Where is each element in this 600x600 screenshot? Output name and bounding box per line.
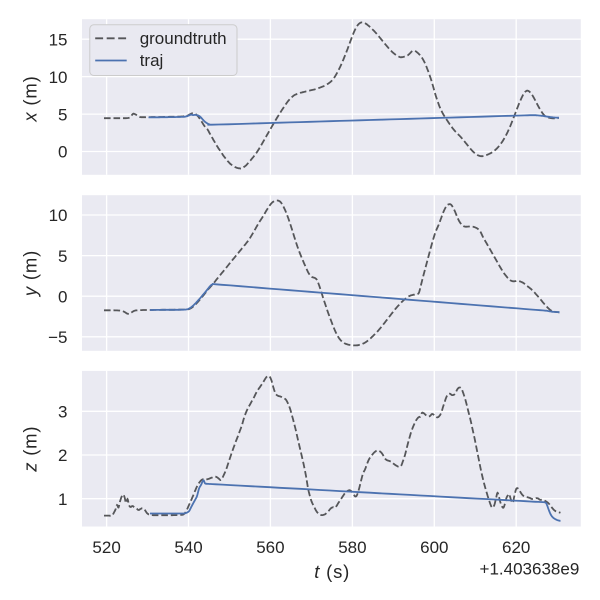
svg-text:600: 600 [420, 538, 448, 557]
svg-text:580: 580 [338, 538, 366, 557]
svg-text:5: 5 [58, 105, 67, 124]
svg-text:y (m): y (m) [20, 250, 41, 298]
svg-text:+1.403638e9: +1.403638e9 [480, 560, 580, 579]
svg-text:2: 2 [58, 446, 67, 465]
svg-text:520: 520 [92, 538, 120, 557]
svg-text:t (s): t (s) [314, 561, 350, 582]
svg-text:620: 620 [502, 538, 530, 557]
svg-text:10: 10 [49, 68, 68, 87]
svg-text:0: 0 [58, 287, 67, 306]
svg-text:−5: −5 [48, 328, 67, 347]
svg-text:3: 3 [58, 403, 67, 422]
svg-text:x (m): x (m) [20, 75, 41, 122]
svg-text:15: 15 [49, 30, 68, 49]
svg-text:540: 540 [174, 538, 202, 557]
svg-text:5: 5 [58, 247, 67, 266]
svg-text:560: 560 [256, 538, 284, 557]
svg-text:z (m): z (m) [20, 426, 41, 473]
svg-text:traj: traj [140, 51, 164, 70]
svg-text:1: 1 [58, 490, 67, 509]
svg-text:10: 10 [49, 206, 68, 225]
svg-text:0: 0 [58, 143, 67, 162]
svg-text:groundtruth: groundtruth [140, 29, 227, 48]
